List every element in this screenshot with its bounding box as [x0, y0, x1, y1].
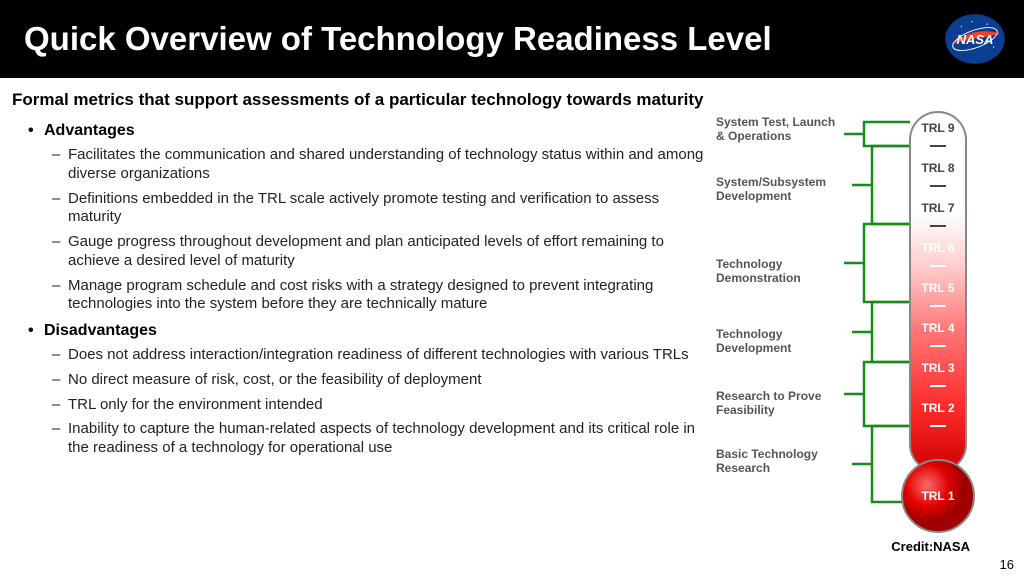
- svg-text:Research to Prove: Research to Prove: [716, 389, 822, 403]
- svg-text:Development: Development: [716, 341, 791, 355]
- svg-text:TRL 1: TRL 1: [921, 489, 954, 503]
- list-item: No direct measure of risk, cost, or the …: [68, 371, 712, 390]
- svg-text:System Test, Launch: System Test, Launch: [716, 115, 835, 129]
- list-item: Inability to capture the human-related a…: [68, 420, 712, 458]
- slide-header: Quick Overview of Technology Readiness L…: [0, 0, 1024, 78]
- trl-thermometer-diagram: System Test, Launch& Operations System/Su…: [712, 108, 982, 538]
- nasa-logo: NASA: [944, 13, 1006, 65]
- section-heading: Disadvantages: [44, 322, 712, 340]
- section-heading: Advantages: [44, 122, 712, 140]
- svg-text:TRL 3: TRL 3: [921, 361, 954, 375]
- svg-text:Research: Research: [716, 461, 770, 475]
- svg-text:Demonstration: Demonstration: [716, 271, 801, 285]
- svg-text:Technology: Technology: [716, 257, 783, 271]
- svg-text:& Operations: & Operations: [716, 129, 792, 143]
- svg-text:Development: Development: [716, 189, 791, 203]
- list-item: TRL only for the environment intended: [68, 396, 712, 415]
- text-column: Advantages Facilitates the communication …: [12, 118, 712, 466]
- svg-text:TRL 5: TRL 5: [921, 281, 954, 295]
- svg-text:TRL 8: TRL 8: [921, 161, 954, 175]
- svg-text:TRL 9: TRL 9: [921, 121, 954, 135]
- page-number: 16: [1000, 557, 1014, 572]
- list-item: Facilitates the communication and shared…: [68, 146, 712, 184]
- svg-text:Feasibility: Feasibility: [716, 403, 775, 417]
- svg-text:Technology: Technology: [716, 327, 783, 341]
- list-item: Does not address interaction/integration…: [68, 346, 712, 365]
- svg-text:NASA: NASA: [957, 32, 994, 47]
- list-item: Definitions embedded in the TRL scale ac…: [68, 190, 712, 228]
- slide-title: Quick Overview of Technology Readiness L…: [24, 20, 772, 58]
- svg-text:TRL 7: TRL 7: [921, 201, 954, 215]
- diagram-column: System Test, Launch& Operations System/Su…: [712, 118, 992, 466]
- svg-text:Basic Technology: Basic Technology: [716, 447, 818, 461]
- credit-text: Credit:NASA: [891, 539, 970, 554]
- svg-text:TRL 4: TRL 4: [921, 321, 954, 335]
- svg-text:TRL 2: TRL 2: [921, 401, 954, 415]
- content-area: Advantages Facilitates the communication …: [0, 118, 1024, 466]
- list-item: Gauge progress throughout development an…: [68, 233, 712, 271]
- svg-text:TRL 6: TRL 6: [921, 241, 954, 255]
- list-item: Manage program schedule and cost risks w…: [68, 277, 712, 315]
- svg-text:System/Subsystem: System/Subsystem: [716, 175, 826, 189]
